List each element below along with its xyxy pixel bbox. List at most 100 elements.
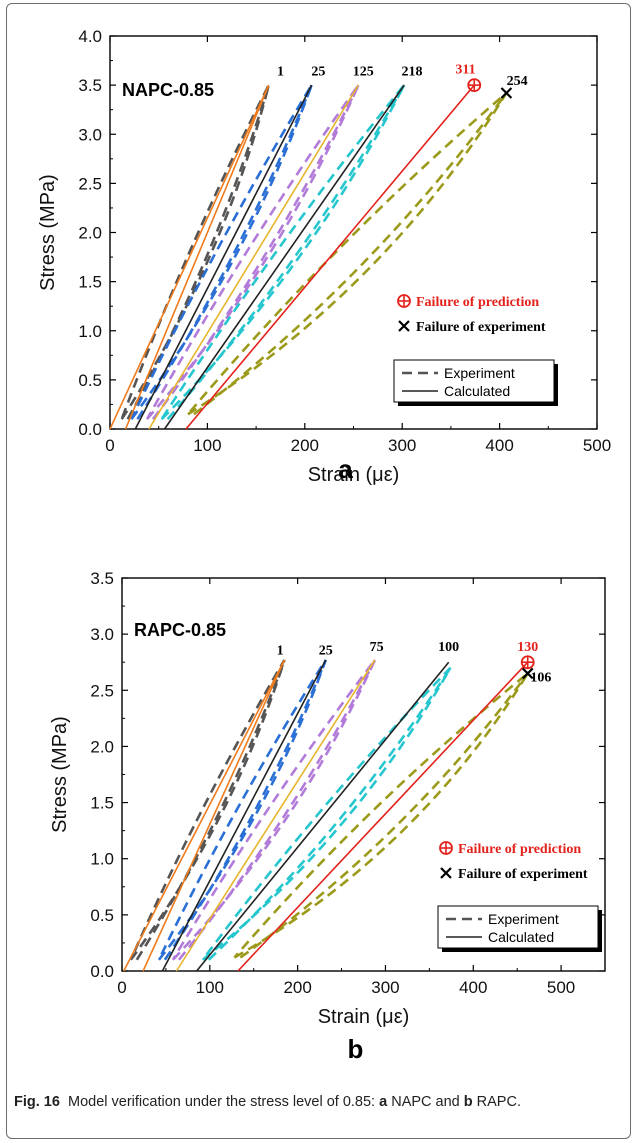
calculated-curve	[148, 84, 360, 430]
experiment-loop-branch	[207, 667, 452, 961]
experiment-loop	[171, 659, 377, 961]
calculated-curve	[237, 661, 529, 972]
y-tick-label: 2.0	[90, 737, 114, 756]
key-experiment-text: Failure of experiment	[416, 320, 546, 335]
figure-caption: Fig. 16 Model verification under the str…	[14, 1092, 624, 1113]
key-experiment-icon	[398, 320, 410, 332]
legend-experiment-label: Experiment	[444, 365, 515, 381]
y-tick-label: 0.5	[90, 906, 114, 925]
legend-calculated-label: Calculated	[444, 383, 510, 399]
caption-label: Fig. 16	[14, 1094, 60, 1110]
figure-charts: 0 100 200 300 400 500 0.0 0.5 1.0 1.5 2.0 2.5 3.0 3.5…	[37, 27, 611, 1064]
calculated-curve	[175, 659, 376, 972]
y-tick-label: 2.5	[78, 174, 102, 193]
experiment-failure-marker	[500, 87, 513, 99]
caption-mid: NAPC and	[387, 1094, 464, 1110]
y-tick-label: 3.0	[90, 625, 114, 644]
cycle-label: 75	[370, 640, 384, 655]
x-tick-label: 500	[547, 978, 575, 997]
y-tick-label: 0.0	[78, 420, 102, 439]
caption-text: Model verification under the stress leve…	[68, 1094, 380, 1110]
calculated-curve	[134, 84, 313, 430]
y-tick-label: 3.5	[78, 76, 102, 95]
cycle-label: 218	[401, 64, 422, 79]
y-tick-label: 1.0	[90, 850, 114, 869]
x-tick-label: 300	[388, 436, 416, 455]
y-tick-label: 3.0	[78, 125, 102, 144]
panel-letter: b	[348, 1034, 364, 1064]
experiment-loop-branch	[135, 659, 286, 961]
legend-box	[393, 359, 555, 403]
x-axis-title: Strain (με)	[308, 464, 400, 486]
experiment-loop-branch	[126, 84, 271, 420]
x-axis-title: Strain (με)	[318, 1006, 410, 1028]
panel-title: RAPC-0.85	[134, 620, 226, 640]
x-tick-label: 100	[193, 436, 221, 455]
experiment-loop	[233, 672, 529, 959]
experiment-loop-branch	[193, 92, 508, 416]
caption-b: b	[463, 1094, 473, 1110]
cycle-label: 25	[319, 643, 333, 658]
experiment-loop-branch	[163, 659, 327, 961]
calculated-curve	[142, 659, 286, 972]
x-tick-label: 500	[583, 436, 611, 455]
y-axis-title: Stress (MPa)	[37, 174, 59, 291]
y-tick-label: 3.5	[90, 569, 114, 588]
x-tick-label: 200	[283, 978, 311, 997]
x-tick-label: 0	[117, 978, 126, 997]
key-prediction-text: Failure of prediction	[416, 295, 539, 310]
x-tick-label: 300	[371, 978, 399, 997]
cycle-label: 130	[517, 640, 538, 655]
calculated-curve	[161, 659, 327, 972]
x-tick-label: 400	[459, 978, 487, 997]
cycle-label: 311	[455, 62, 475, 77]
y-axis-title: Stress (MPa)	[49, 716, 71, 833]
panel-letter: a	[338, 454, 353, 484]
y-tick-label: 2.0	[78, 224, 102, 243]
caption-a: a	[379, 1094, 388, 1110]
legend-calculated-label: Calculated	[488, 929, 554, 945]
figure-frame	[6, 3, 631, 1139]
caption-end: RAPC.	[472, 1094, 521, 1110]
experiment-loop	[160, 84, 406, 421]
cycle-label: 25	[311, 64, 325, 79]
y-tick-label: 1.5	[90, 794, 114, 813]
cycle-label: 106	[530, 670, 551, 685]
y-tick-label: 1.0	[78, 322, 102, 341]
key-experiment-text: Failure of experiment	[458, 867, 588, 882]
cycle-label: 125	[353, 64, 374, 79]
experiment-loop-branch	[166, 84, 406, 421]
experiment-loop	[130, 84, 313, 420]
legend-experiment-label: Experiment	[488, 911, 559, 927]
x-tick-label: 400	[485, 436, 513, 455]
experiment-loop-branch	[239, 672, 529, 959]
calculated-curve	[124, 84, 270, 430]
x-tick-label: 100	[196, 978, 224, 997]
cycle-label: 1	[277, 643, 284, 658]
y-tick-label: 2.5	[90, 681, 114, 700]
calculated-curve	[109, 84, 270, 430]
experiment-loop-branch	[136, 84, 313, 420]
chart-panel-a: 0 100 200 300 400 500 0.0 0.5 1.0 1.5 2.0 2.5 3.0 3.5…	[37, 27, 611, 486]
calculated-curve	[163, 84, 405, 430]
y-tick-label: 4.0	[78, 27, 102, 46]
experiment-loop-branch	[177, 659, 377, 961]
calculated-curve	[196, 661, 450, 972]
legend-box	[437, 905, 599, 949]
chart-panel-b: 0 100 200 300 400 500 0.0 0.5 1.0 1.5 2.0 2.5 3.0 3.5…	[49, 569, 606, 1064]
y-tick-label: 1.5	[78, 273, 102, 292]
cycle-label: 1	[277, 64, 284, 79]
key-prediction-text: Failure of prediction	[458, 842, 581, 857]
calculated-curve	[185, 84, 475, 430]
key-experiment-icon	[440, 867, 452, 879]
cycle-label: 100	[438, 640, 459, 655]
y-tick-label: 0.5	[78, 371, 102, 390]
x-tick-label: 200	[291, 436, 319, 455]
y-tick-label: 0.0	[90, 962, 114, 981]
calculated-curve	[123, 659, 286, 972]
experiment-loop	[201, 666, 452, 961]
panel-title: NAPC-0.85	[122, 80, 214, 100]
experiment-loop-branch	[151, 84, 360, 420]
x-tick-label: 0	[105, 436, 114, 455]
experiment-failure-marker	[521, 667, 534, 680]
